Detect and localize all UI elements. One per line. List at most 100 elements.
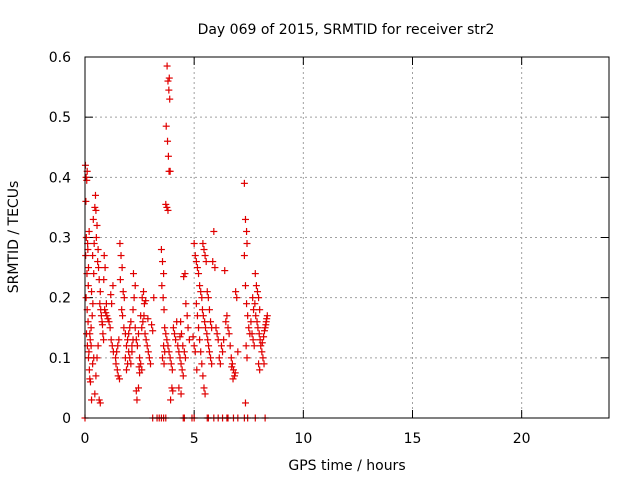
data-point bbox=[165, 86, 173, 94]
data-point bbox=[121, 354, 129, 362]
data-point bbox=[82, 252, 90, 260]
data-point bbox=[158, 282, 166, 290]
data-point bbox=[96, 399, 104, 407]
data-point bbox=[114, 372, 122, 380]
data-point bbox=[136, 369, 144, 377]
data-point bbox=[94, 246, 102, 254]
data-point bbox=[219, 348, 227, 356]
data-point bbox=[217, 342, 225, 350]
data-point bbox=[249, 294, 257, 302]
data-point bbox=[201, 252, 209, 260]
data-point bbox=[204, 294, 212, 302]
data-point bbox=[84, 282, 92, 290]
data-point bbox=[160, 342, 168, 350]
data-point bbox=[160, 360, 168, 368]
data-point bbox=[93, 221, 101, 229]
data-point bbox=[91, 390, 99, 398]
data-point bbox=[103, 312, 111, 320]
data-point bbox=[100, 252, 108, 260]
data-point bbox=[107, 291, 115, 299]
data-point bbox=[169, 324, 177, 332]
x-tick-label: 15 bbox=[404, 431, 422, 447]
data-point bbox=[208, 360, 216, 368]
data-point bbox=[260, 333, 268, 341]
data-point bbox=[116, 240, 124, 248]
data-point bbox=[164, 137, 172, 145]
data-point bbox=[86, 330, 94, 338]
data-point bbox=[180, 273, 188, 281]
data-point bbox=[157, 246, 165, 254]
data-point bbox=[137, 312, 145, 320]
data-point bbox=[181, 270, 189, 278]
data-point bbox=[256, 306, 264, 314]
data-point bbox=[212, 324, 220, 332]
x-tick-label: 0 bbox=[81, 431, 90, 447]
data-point bbox=[141, 330, 149, 338]
data-point bbox=[259, 354, 267, 362]
data-point bbox=[129, 270, 137, 278]
data-point bbox=[159, 258, 167, 266]
data-point bbox=[177, 390, 185, 398]
data-point bbox=[115, 375, 123, 383]
data-point bbox=[243, 354, 251, 362]
data-point bbox=[159, 294, 167, 302]
data-point bbox=[211, 264, 219, 272]
data-point bbox=[138, 324, 146, 332]
y-tick-labels: 0 0.1 0.2 0.3 0.4 0.5 0.6 bbox=[49, 50, 71, 427]
data-point bbox=[127, 360, 135, 368]
data-point bbox=[129, 336, 137, 344]
data-point bbox=[161, 348, 169, 356]
data-point bbox=[234, 348, 242, 356]
data-point bbox=[180, 348, 188, 356]
data-point bbox=[254, 324, 262, 332]
data-point bbox=[149, 327, 157, 335]
data-point bbox=[143, 342, 151, 350]
data-point bbox=[84, 318, 92, 326]
data-point bbox=[168, 384, 176, 392]
data-point bbox=[94, 258, 102, 266]
y-tick-label: 0 bbox=[62, 411, 71, 427]
data-point bbox=[179, 342, 187, 350]
data-point bbox=[200, 246, 208, 254]
data-point bbox=[88, 312, 96, 320]
data-point bbox=[199, 240, 207, 248]
data-point bbox=[165, 74, 173, 82]
data-point bbox=[192, 300, 200, 308]
y-tick-label: 0.5 bbox=[49, 110, 71, 126]
data-point bbox=[100, 276, 108, 284]
data-point bbox=[193, 264, 201, 272]
data-point bbox=[190, 342, 198, 350]
data-point bbox=[231, 372, 239, 380]
data-point bbox=[220, 336, 228, 344]
data-point bbox=[91, 191, 99, 199]
data-point bbox=[199, 312, 207, 320]
data-point bbox=[241, 282, 249, 290]
data-point bbox=[250, 342, 258, 350]
data-point bbox=[244, 312, 252, 320]
data-point bbox=[95, 264, 103, 272]
data-point bbox=[253, 288, 261, 296]
data-point bbox=[229, 375, 237, 383]
data-point bbox=[95, 396, 103, 404]
data-point bbox=[127, 318, 135, 326]
data-point bbox=[251, 300, 259, 308]
data-point bbox=[205, 306, 213, 314]
data-point bbox=[203, 288, 211, 296]
y-axis-title: SRMTID / TECUs bbox=[6, 181, 22, 294]
data-point bbox=[120, 324, 128, 332]
data-point bbox=[228, 363, 236, 371]
data-point bbox=[222, 318, 230, 326]
data-point bbox=[87, 342, 95, 350]
data-point bbox=[112, 360, 120, 368]
data-point bbox=[88, 396, 96, 404]
y-tick-label: 0.3 bbox=[49, 231, 71, 247]
data-point bbox=[137, 360, 145, 368]
data-point bbox=[91, 203, 99, 211]
data-point bbox=[245, 324, 253, 332]
data-point bbox=[159, 354, 167, 362]
data-point bbox=[82, 197, 90, 205]
data-point bbox=[215, 354, 223, 362]
data-point bbox=[144, 348, 152, 356]
data-point bbox=[199, 372, 207, 380]
